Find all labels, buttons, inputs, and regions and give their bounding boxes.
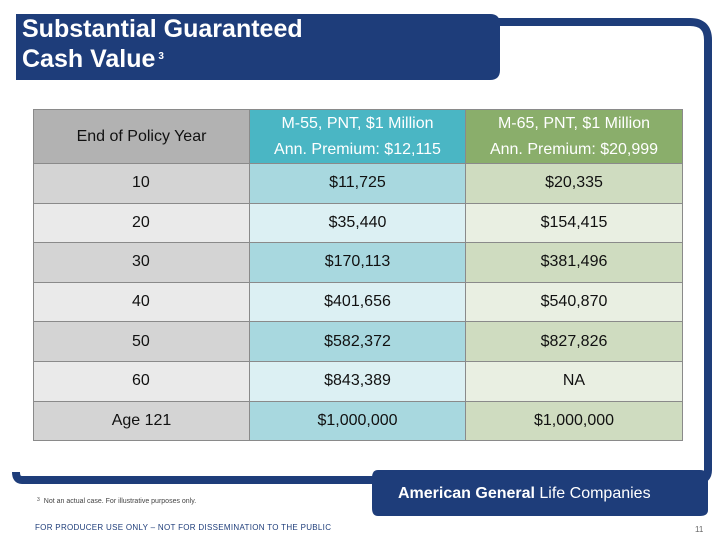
cell-year: 20 xyxy=(33,202,250,244)
cell-year: 60 xyxy=(33,360,250,402)
title-line-1: Substantial Guaranteed xyxy=(22,15,303,43)
cell-m65: $381,496 xyxy=(465,242,683,283)
table-row: 50 $582,372 $827,826 xyxy=(33,321,683,362)
producer-notice: FOR PRODUCER USE ONLY – NOT FOR DISSEMIN… xyxy=(35,523,332,532)
table-header-row: End of Policy Year M-55, PNT, $1 Million… xyxy=(33,109,683,164)
logo-rest: Life Companies xyxy=(539,485,651,502)
header-m65-line2: Ann. Premium: $20,999 xyxy=(489,140,659,158)
header-m65: M-65, PNT, $1 Million Ann. Premium: $20,… xyxy=(465,109,683,164)
footnote-text: Not an actual case. For illustrative pur… xyxy=(43,498,197,505)
table-row: 40 $401,656 $540,870 xyxy=(33,281,683,323)
cell-m55: $170,113 xyxy=(249,242,466,283)
header-m55-line2: Ann. Premium: $12,115 xyxy=(274,140,441,158)
header-policy-year-line1: End of Policy Year xyxy=(76,127,207,145)
cell-m55: $11,725 xyxy=(249,163,466,204)
cell-m55: $35,440 xyxy=(249,202,466,244)
header-policy-year: End of Policy Year xyxy=(33,109,250,164)
footnote-mark: 3 xyxy=(37,497,40,503)
table-row: 60 $843,389 NA xyxy=(33,360,683,402)
table-row: Age 121 $1,000,000 $1,000,000 xyxy=(33,400,683,442)
cell-m55: $843,389 xyxy=(249,360,466,402)
slide-title: Substantial Guaranteed Cash Value 3 xyxy=(22,16,303,73)
table-row: 30 $170,113 $381,496 xyxy=(33,242,683,283)
logo-brand: American General xyxy=(398,485,535,502)
cell-year: 40 xyxy=(33,281,250,323)
table-row: 20 $35,440 $154,415 xyxy=(33,202,683,244)
cell-m65: $1,000,000 xyxy=(465,400,683,442)
header-m65-line1: M-65, PNT, $1 Million xyxy=(497,114,651,132)
cell-year: 10 xyxy=(33,163,250,204)
cell-m55: $1,000,000 xyxy=(249,400,466,442)
title-line-2-text: Cash Value xyxy=(22,45,156,73)
cell-year: 50 xyxy=(33,321,250,362)
title-line-2: Cash Value 3 xyxy=(22,43,303,73)
logo-tab xyxy=(372,470,708,516)
cell-m65: $540,870 xyxy=(465,281,683,323)
page-number: 11 xyxy=(695,525,704,534)
company-logo: American General Life Companies xyxy=(398,485,651,505)
title-footnote-ref: 3 xyxy=(158,51,164,62)
cell-year: Age 121 xyxy=(33,400,250,442)
cell-year: 30 xyxy=(33,242,250,283)
cell-m65: NA xyxy=(465,360,683,402)
header-m55-line1: M-55, PNT, $1 Million xyxy=(281,114,434,132)
title-tab xyxy=(16,14,500,80)
cash-value-table: End of Policy Year M-55, PNT, $1 Million… xyxy=(33,109,683,442)
table-row: 10 $11,725 $20,335 xyxy=(33,163,683,204)
cell-m65: $827,826 xyxy=(465,321,683,362)
cell-m55: $401,656 xyxy=(249,281,466,323)
header-m55: M-55, PNT, $1 Million Ann. Premium: $12,… xyxy=(249,109,466,164)
cell-m65: $20,335 xyxy=(465,163,683,204)
footnote: 3 Not an actual case. For illustrative pu… xyxy=(37,497,196,505)
cell-m55: $582,372 xyxy=(249,321,466,362)
cell-m65: $154,415 xyxy=(465,202,683,244)
